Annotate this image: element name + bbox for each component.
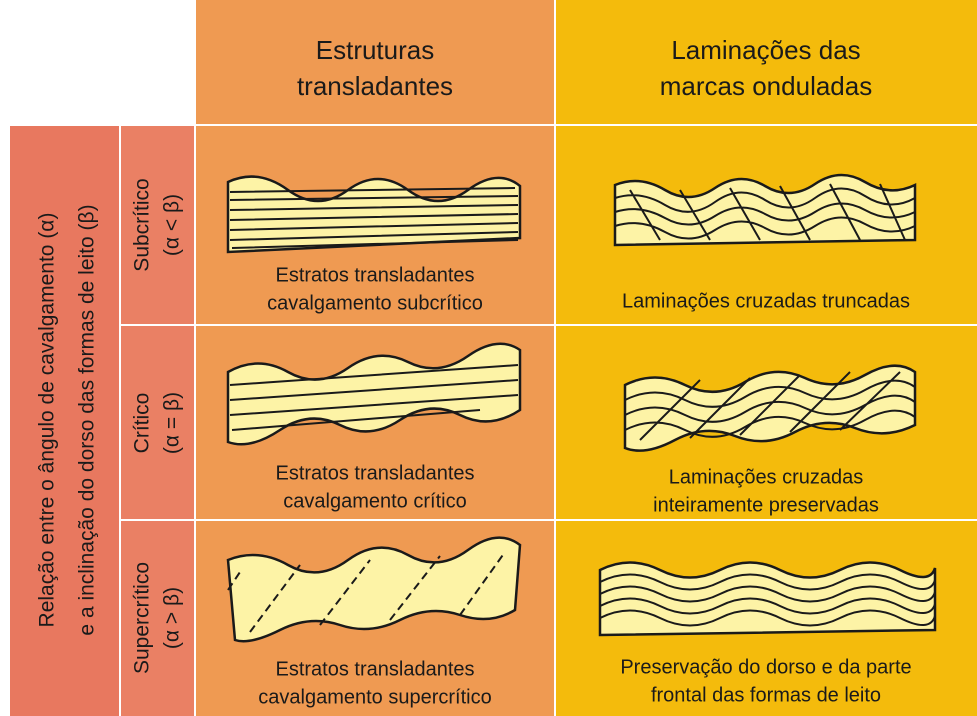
illustration <box>598 561 937 637</box>
caption: Preservação do dorso e da parte <box>620 656 911 678</box>
illustration <box>226 536 522 643</box>
row-label-cells <box>120 125 195 716</box>
row-condition: (α > β) <box>161 587 184 649</box>
row-condition: (α = β) <box>161 392 184 454</box>
caption: cavalgamento supercrítico <box>258 686 491 708</box>
column-header: Laminações das <box>671 35 860 65</box>
illustration <box>226 175 522 254</box>
caption: inteiramente preservadas <box>653 494 879 516</box>
corner-label-cell <box>10 125 120 716</box>
column-header: Estruturas <box>316 35 435 65</box>
illustration <box>226 342 522 446</box>
header-cell <box>555 0 977 125</box>
row-label: Crítico <box>131 393 154 454</box>
caption: Estratos transladantes <box>276 462 475 484</box>
caption: Estratos transladantes <box>276 658 475 680</box>
illustration <box>613 173 917 247</box>
caption: cavalgamento crítico <box>283 490 466 512</box>
column-header: transladantes <box>297 71 453 101</box>
caption: cavalgamento subcrítico <box>267 292 483 314</box>
caption: Laminações cruzadas truncadas <box>622 290 910 312</box>
column-header: marcas onduladas <box>660 71 872 101</box>
row-condition: (α < β) <box>161 194 184 256</box>
corner-label: Relação entre o ângulo de cavalgamento (… <box>36 213 59 628</box>
illustration <box>623 364 917 452</box>
corner-label: e a inclinação do dorso das formas de le… <box>76 204 99 635</box>
cell-borders <box>10 0 977 716</box>
header-cell <box>195 0 555 125</box>
caption: Estratos transladantes <box>276 264 475 286</box>
caption: Laminações cruzadas <box>669 466 864 488</box>
row-label: Subcrítico <box>131 178 154 271</box>
caption: frontal das formas de leito <box>651 684 881 706</box>
row-label: Supercrítico <box>131 562 154 674</box>
